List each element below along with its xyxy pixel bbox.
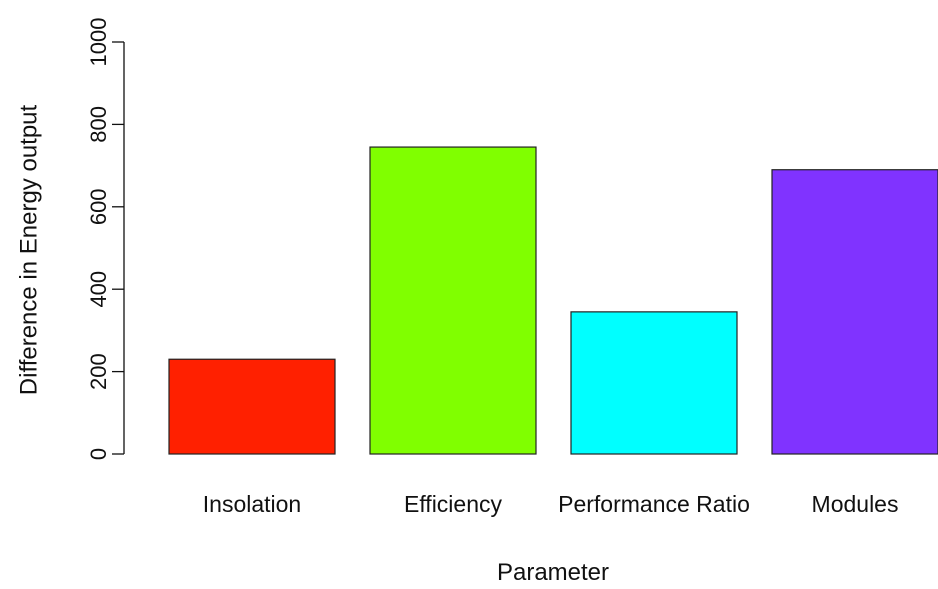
y-tick-label: 800 bbox=[86, 106, 111, 143]
x-category-label: Insolation bbox=[203, 491, 301, 517]
bar-modules bbox=[771, 169, 938, 455]
bar-performance-ratio bbox=[570, 311, 738, 455]
y-tick-label: 600 bbox=[86, 188, 111, 225]
y-tick-label: 400 bbox=[86, 271, 111, 308]
x-axis-title: Parameter bbox=[497, 559, 609, 584]
y-tick-label: 0 bbox=[86, 448, 111, 460]
x-category-label: Performance Ratio bbox=[558, 491, 750, 517]
x-category-label: Efficiency bbox=[404, 491, 503, 517]
y-axis-title: Difference in Energy output bbox=[15, 104, 42, 395]
y-tick-label: 200 bbox=[86, 353, 111, 390]
y-tick-label: 1000 bbox=[86, 18, 111, 67]
bar-insolation bbox=[168, 358, 336, 455]
x-category-label: Modules bbox=[812, 491, 899, 517]
y-axis: 0 200 400 600 800 1000 bbox=[86, 18, 125, 460]
bar-efficiency bbox=[369, 146, 537, 455]
bars bbox=[168, 146, 938, 455]
x-category-labels: Insolation Efficiency Performance Ratio Mod… bbox=[203, 491, 899, 517]
